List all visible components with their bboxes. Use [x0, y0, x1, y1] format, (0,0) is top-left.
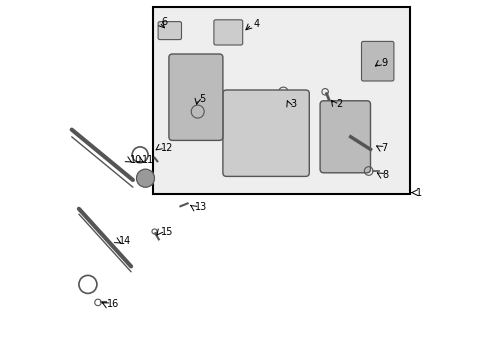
Circle shape [136, 169, 154, 187]
Text: 4: 4 [253, 19, 259, 30]
Text: 13: 13 [194, 202, 206, 212]
FancyBboxPatch shape [213, 20, 242, 45]
Text: 14: 14 [119, 236, 131, 246]
Text: 10: 10 [130, 155, 142, 165]
Text: 3: 3 [290, 99, 296, 109]
FancyBboxPatch shape [223, 90, 309, 176]
FancyBboxPatch shape [361, 41, 393, 81]
Text: 12: 12 [161, 143, 173, 153]
Text: 11: 11 [142, 155, 154, 165]
Text: 8: 8 [381, 170, 387, 180]
Text: 1: 1 [415, 188, 421, 198]
Text: 9: 9 [381, 58, 386, 68]
Bar [152, 7, 409, 194]
FancyBboxPatch shape [168, 54, 223, 140]
Text: 5: 5 [199, 94, 205, 104]
FancyBboxPatch shape [320, 101, 370, 173]
FancyBboxPatch shape [158, 22, 181, 40]
Text: 6: 6 [161, 17, 167, 27]
Text: 7: 7 [381, 143, 387, 153]
Text: 2: 2 [336, 99, 342, 109]
Text: 16: 16 [107, 299, 119, 309]
Text: 15: 15 [161, 227, 173, 237]
